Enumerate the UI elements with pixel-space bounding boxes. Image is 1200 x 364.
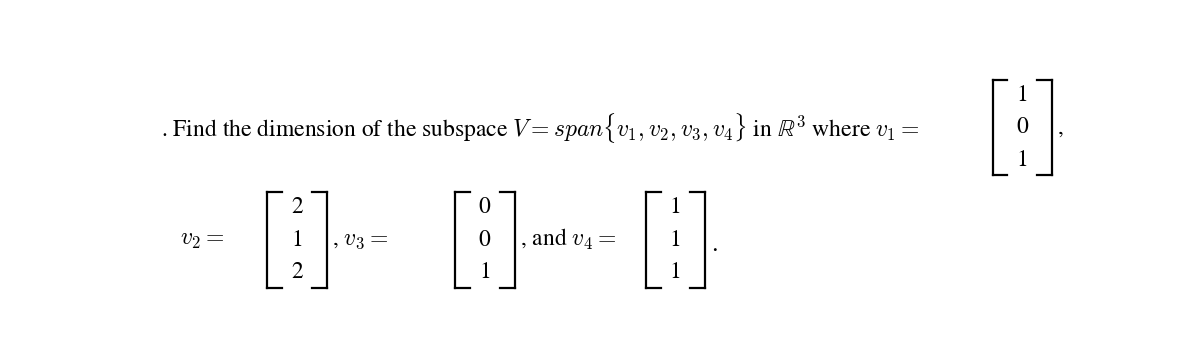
Text: 1: 1 [479,261,491,283]
Text: 1: 1 [292,229,302,250]
Text: $v_2 =$: $v_2 =$ [180,229,224,250]
Text: ,: , [1057,117,1063,138]
Text: .: . [710,233,718,257]
Text: 1: 1 [670,197,682,218]
Text: 1: 1 [1016,149,1028,171]
Text: 0: 0 [479,197,491,218]
Text: 2: 2 [292,197,302,218]
Text: 0: 0 [479,229,491,250]
Text: 1: 1 [670,229,682,250]
Text: . Find the dimension of the subspace $V = \mathit{span}\{v_1, v_2, v_3, v_4\}$ i: . Find the dimension of the subspace $V … [161,111,920,145]
Text: , $v_3 =$: , $v_3 =$ [332,229,389,250]
Text: 1: 1 [670,261,682,283]
Text: , and $v_4 =$: , and $v_4 =$ [520,228,617,252]
Text: 2: 2 [292,261,302,283]
Text: 1: 1 [1016,85,1028,106]
Text: 0: 0 [1016,117,1028,138]
